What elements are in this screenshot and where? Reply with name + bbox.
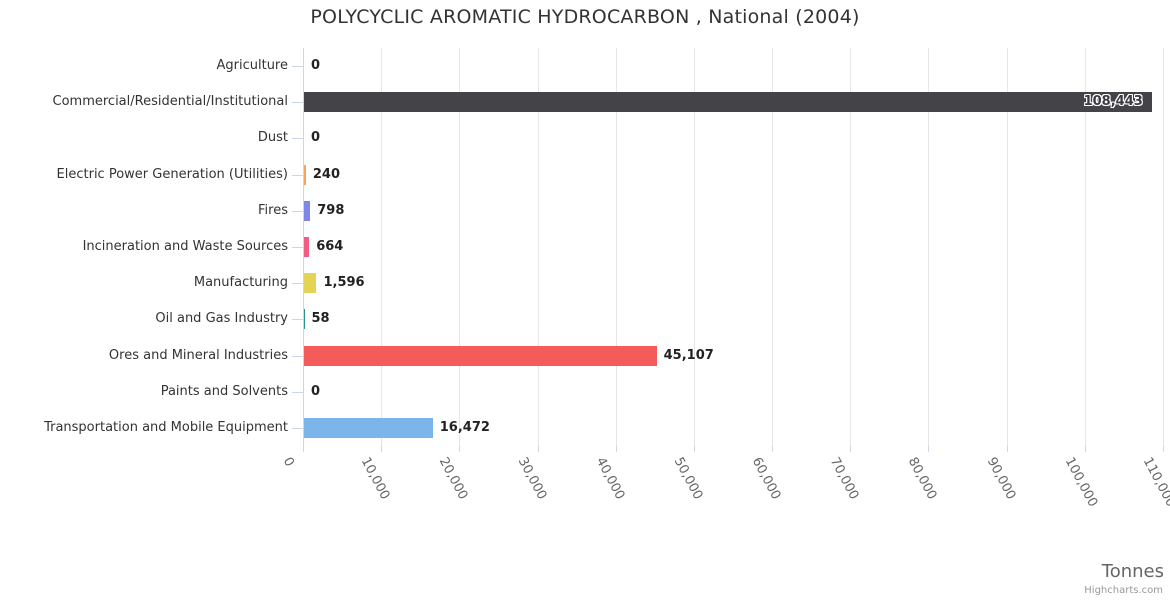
- gridline: [1006, 48, 1008, 446]
- category-label: Dust: [257, 130, 288, 146]
- value-axis-tick: [459, 446, 461, 452]
- value-axis-tick-label: 20,000: [436, 455, 471, 503]
- gridline: [1163, 48, 1164, 446]
- bar[interactable]: [304, 200, 311, 221]
- bar-value-label: 58: [311, 311, 330, 327]
- category-label: Incineration and Waste Sources: [82, 239, 288, 254]
- category-label: Manufacturing: [193, 275, 288, 291]
- value-axis-tick-label: 60,000: [748, 455, 784, 503]
- value-axis-tick: [1084, 446, 1086, 452]
- value-axis-tick-label: 40,000: [592, 455, 628, 503]
- value-axis-tick-label: 0: [279, 455, 297, 470]
- gridline: [693, 48, 695, 446]
- bar-value-label: 0: [311, 130, 321, 146]
- category-label: Fires: [258, 202, 288, 218]
- bar-value-label: 45,107: [663, 347, 714, 363]
- bar-value-label: 16,472: [439, 419, 490, 435]
- gridline: [772, 48, 774, 446]
- bar-value-label: 240: [312, 166, 341, 182]
- bar[interactable]: [304, 92, 1152, 113]
- category-label: Paints and Solvents: [160, 383, 288, 399]
- value-axis-tick-label: 70,000: [827, 455, 862, 503]
- value-axis-tick: [303, 446, 304, 452]
- category-label: Transportation and Mobile Equipment: [44, 419, 288, 435]
- value-axis-tick: [537, 446, 539, 452]
- value-axis-tick: [850, 446, 852, 452]
- value-axis-tick: [772, 446, 774, 452]
- bar[interactable]: [304, 417, 433, 438]
- category-label: Ores and Mineral Industries: [108, 347, 288, 363]
- value-axis-tick-label: 90,000: [983, 455, 1018, 503]
- chart-title: POLYCYCLIC AROMATIC HYDROCARBON , Nation…: [310, 6, 860, 28]
- value-axis-tick-label: 30,000: [514, 455, 549, 503]
- value-axis-tick-label: 50,000: [670, 455, 706, 503]
- bar[interactable]: [304, 164, 306, 185]
- highcharts-credits-link[interactable]: Highcharts.com: [1084, 585, 1163, 596]
- category-label: Agriculture: [216, 58, 289, 74]
- bar-value-label: 798: [317, 202, 345, 218]
- category-label: Electric Power Generation (Utilities): [56, 166, 288, 182]
- category-tick: [292, 319, 303, 321]
- value-axis-tick-label: 10,000: [357, 455, 393, 503]
- bar-value-label: 0: [311, 383, 321, 399]
- value-axis-title: Tonnes: [1101, 561, 1164, 582]
- gridline: [381, 48, 383, 446]
- value-axis-tick-label: 80,000: [905, 455, 940, 503]
- bar[interactable]: [304, 237, 310, 257]
- category-tick: [292, 174, 303, 176]
- category-tick: [292, 427, 303, 429]
- category-tick: [292, 247, 303, 248]
- gridline: [928, 48, 930, 446]
- gridline: [1084, 48, 1086, 446]
- gridline: [615, 48, 617, 446]
- bar-value-label: 1,596: [323, 275, 365, 291]
- category-label: Oil and Gas Industry: [155, 311, 288, 327]
- category-tick: [292, 283, 303, 285]
- bar-value-label: 108,443: [1083, 94, 1143, 110]
- category-tick: [292, 210, 303, 212]
- category-tick: [292, 391, 303, 393]
- bar-value-label: 664: [316, 239, 344, 254]
- category-tick: [292, 138, 303, 140]
- category-label: Commercial/Residential/Institutional: [52, 94, 289, 110]
- value-axis-tick: [693, 446, 695, 452]
- value-axis-tick: [1163, 446, 1164, 452]
- value-axis-tick: [928, 446, 930, 452]
- category-tick: [292, 66, 303, 68]
- value-axis-tick-label: 110,000: [1139, 455, 1170, 510]
- bar[interactable]: [304, 345, 657, 366]
- value-axis-tick: [615, 446, 617, 452]
- category-axis-line: [303, 48, 304, 446]
- bar-value-label: 0: [311, 58, 321, 74]
- value-axis-tick: [381, 446, 383, 452]
- gridline: [537, 48, 539, 446]
- category-tick: [292, 355, 303, 357]
- bar[interactable]: [304, 273, 317, 294]
- value-axis-tick: [1006, 446, 1008, 452]
- gridline: [850, 48, 852, 446]
- value-axis-tick-label: 100,000: [1061, 455, 1101, 510]
- category-tick: [292, 102, 303, 104]
- gridline: [459, 48, 461, 446]
